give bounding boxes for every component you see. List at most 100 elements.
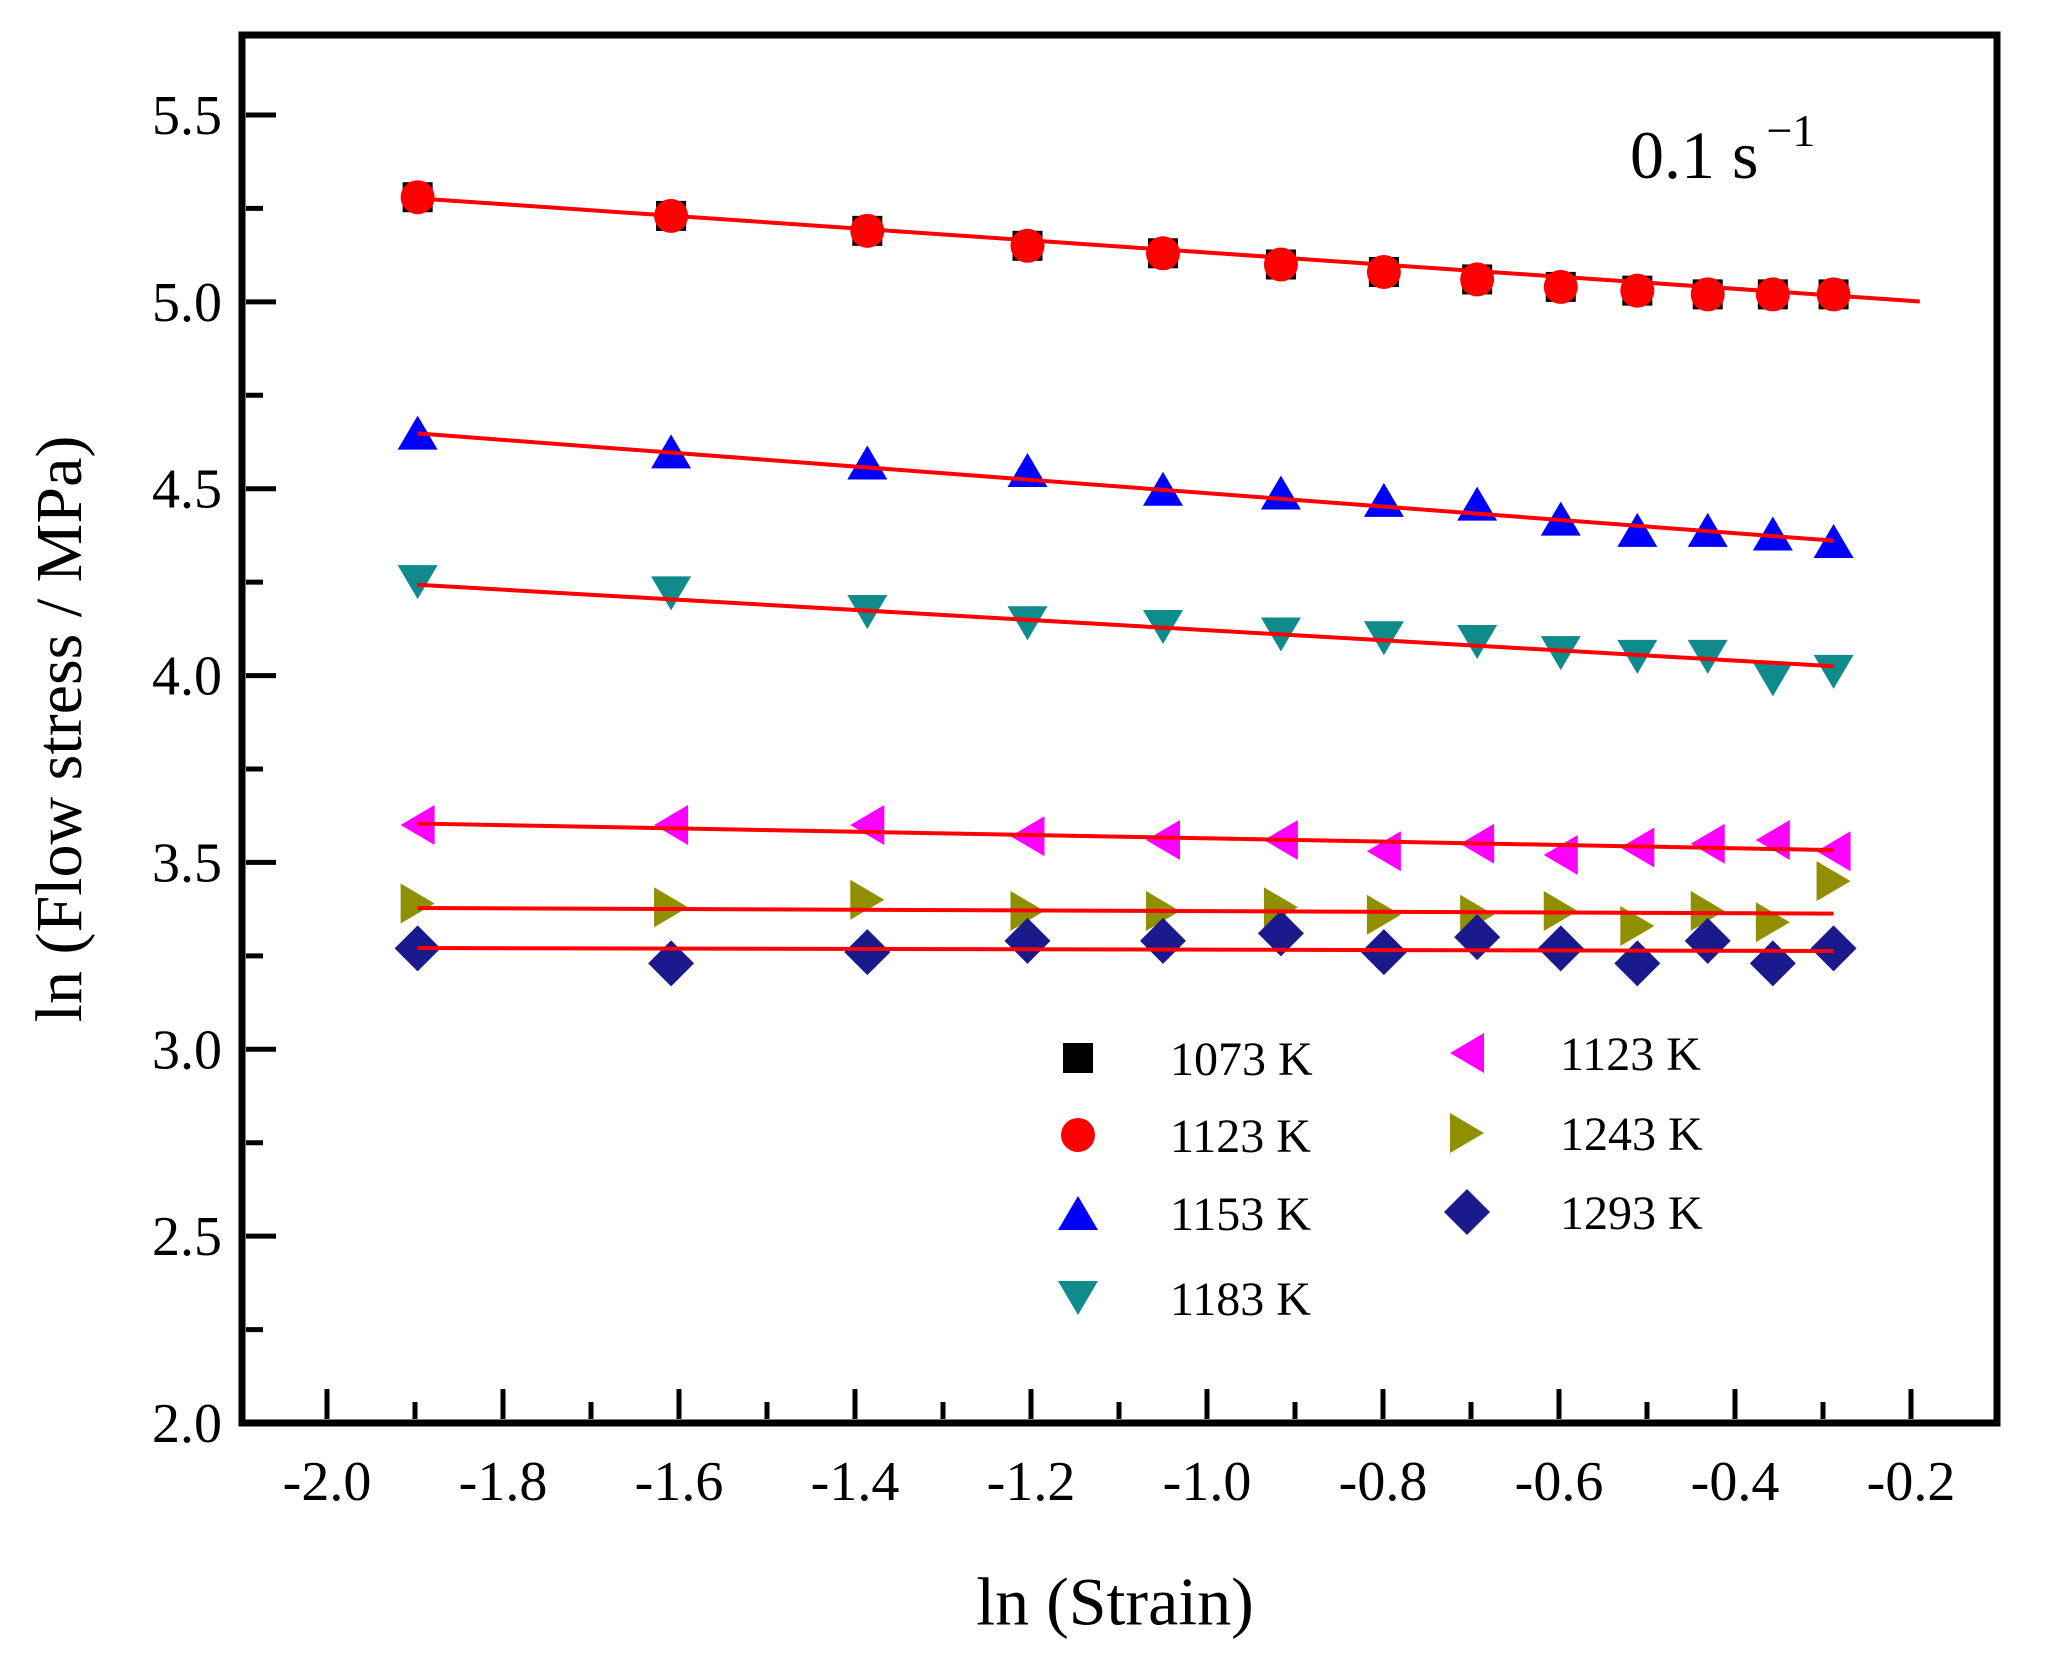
x-tick-label: -0.2: [1867, 1451, 1956, 1513]
circle-data-point: [850, 213, 885, 248]
triangle-up-data-point: [1363, 482, 1404, 517]
triangle-down-data-point: [1813, 654, 1854, 689]
legend-label: 1073 K: [1170, 1033, 1313, 1086]
circle-data-point: [654, 198, 689, 233]
x-tick-label: -1.2: [987, 1451, 1076, 1513]
triangle-right-data-point: [1620, 905, 1655, 946]
circle-data-point: [1690, 277, 1725, 312]
triangle-up-data-point: [1752, 516, 1793, 551]
triangle-left-data-point: [1755, 820, 1790, 861]
strain-rate-value: 0.1 s: [1630, 117, 1759, 193]
legend-marker: [1450, 1113, 1484, 1153]
legend-label: 1293 K: [1560, 1187, 1703, 1240]
y-tick-label: 4.5: [152, 459, 222, 521]
circle-data-point: [400, 180, 435, 215]
triangle-left-data-point: [1690, 823, 1725, 864]
triangle-down-data-point: [1687, 639, 1728, 674]
triangle-left-data-point: [654, 805, 689, 846]
y-tick-label: 5.5: [152, 85, 222, 147]
legend-marker: [1058, 1281, 1098, 1315]
legend-marker: [1444, 1189, 1490, 1235]
diamond-data-point: [1257, 910, 1304, 957]
triangle-up-data-point: [1617, 512, 1658, 547]
triangle-down-data-point: [397, 565, 438, 600]
x-tick-label: -1.6: [635, 1451, 724, 1513]
y-tick-label: 3.0: [152, 1019, 222, 1081]
diamond-data-point: [1004, 917, 1051, 964]
triangle-up-data-point: [847, 445, 888, 480]
triangle-left-data-point: [850, 805, 885, 846]
triangle-up-data-point: [1260, 475, 1301, 510]
triangle-up-data-point: [1813, 524, 1854, 559]
triangle-down-data-point: [651, 576, 692, 611]
x-axis-title: ln (Strain): [976, 1563, 1254, 1640]
legend-marker: [1063, 1043, 1093, 1073]
circle-data-point: [1010, 228, 1045, 263]
legend-marker: [1058, 1196, 1098, 1230]
triangle-right-data-point: [1816, 861, 1851, 902]
diamond-data-point: [844, 929, 891, 976]
fit-line: [417, 582, 1834, 669]
x-tick-label: -0.8: [1339, 1451, 1428, 1513]
diamond-data-point: [1614, 940, 1661, 987]
diamond-data-point: [648, 940, 695, 987]
legend-marker: [1061, 1118, 1095, 1152]
y-axis-title: ln (Flow stress / MPa): [23, 435, 96, 1023]
circle-data-point: [1755, 277, 1790, 312]
diamond-data-point: [1140, 917, 1186, 964]
triangle-left-data-point: [1146, 820, 1180, 861]
triangle-right-data-point: [850, 879, 885, 920]
triangle-right-data-point: [1366, 894, 1401, 935]
triangle-right-data-point: [1263, 887, 1298, 928]
plot-frame: [238, 31, 2001, 1427]
diamond-data-point: [1749, 940, 1796, 987]
legend-label: 1153 K: [1170, 1188, 1311, 1241]
y-tick-label: 5.0: [152, 272, 222, 334]
triangle-down-data-point: [1007, 606, 1048, 641]
circle-data-point: [1816, 277, 1851, 312]
triangle-down-data-point: [1752, 662, 1793, 697]
circle-data-point: [1366, 254, 1401, 289]
strain-rate-annotation: 0.1 s −1: [1630, 105, 1815, 195]
x-tick-label: -0.6: [1515, 1451, 1604, 1513]
legend-label: 1123 K: [1170, 1110, 1311, 1163]
fit-line: [417, 906, 1834, 916]
x-tick-label: -1.0: [1163, 1451, 1252, 1513]
circle-data-point: [1263, 247, 1298, 282]
triangle-down-data-point: [1540, 636, 1581, 671]
y-tick-label: 2.0: [152, 1393, 222, 1455]
triangle-right-data-point: [400, 883, 435, 924]
circle-data-point: [1460, 262, 1495, 297]
fit-line: [417, 946, 1834, 953]
legend-label: 1243 K: [1560, 1108, 1703, 1161]
circle-data-point: [1146, 236, 1180, 271]
fit-line: [417, 431, 1834, 543]
diamond-data-point: [1810, 925, 1857, 972]
legend-label: 1183 K: [1170, 1273, 1311, 1326]
y-tick-label: 3.5: [152, 832, 222, 894]
diamond-data-point: [1360, 929, 1407, 976]
triangle-left-data-point: [1366, 831, 1401, 872]
x-tick-label: -2.0: [283, 1451, 372, 1513]
circle-data-point: [1620, 273, 1655, 308]
triangle-up-data-point: [397, 415, 438, 450]
diamond-data-point: [1537, 925, 1584, 972]
legend-marker: [1450, 1033, 1484, 1073]
y-tick-label: 4.0: [152, 646, 222, 708]
y-tick-label: 2.5: [152, 1206, 222, 1268]
triangle-down-data-point: [1457, 624, 1498, 659]
x-tick-label: -1.8: [459, 1451, 548, 1513]
circle-data-point: [1543, 269, 1578, 304]
strain-rate-exponent: −1: [1766, 105, 1816, 156]
x-tick-label: -1.4: [811, 1451, 900, 1513]
triangle-left-data-point: [1816, 831, 1851, 872]
triangle-down-data-point: [1363, 621, 1404, 656]
legend-label: 1123 K: [1560, 1028, 1701, 1081]
fit-line: [417, 821, 1834, 853]
triangle-right-data-point: [1755, 902, 1790, 943]
x-tick-label: -0.4: [1691, 1451, 1780, 1513]
triangle-right-data-point: [1690, 891, 1725, 932]
triangle-left-data-point: [1543, 834, 1578, 875]
